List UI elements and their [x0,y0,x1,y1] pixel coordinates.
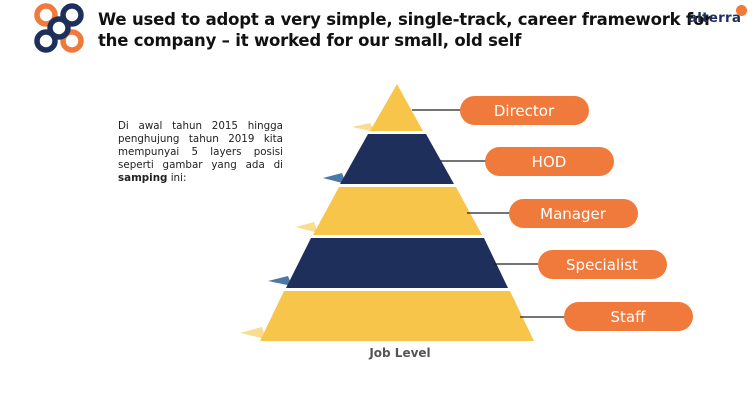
page-title: We used to adopt a very simple, single-t… [98,9,713,51]
description-text: Di awal tahun 2015 hingga penghujung tah… [118,120,283,185]
connector-lines [412,109,566,318]
pyramid-layers [260,84,534,341]
level-pill-staff [564,302,693,331]
level-pill-specialist [538,250,667,279]
title-line-1: We used to adopt a very simple, single-t… [98,10,713,29]
level-pill-director [460,96,589,125]
pyramid-layer-staff [260,291,534,341]
alterra-logo-icon [34,3,84,53]
brand-dot-icon [736,5,747,16]
note-text-end: ini: [167,172,187,184]
pyramid-layer-manager [313,187,482,235]
pyramid-layer-director [370,84,423,131]
level-pills: Director HOD Manager Specialist Staff [460,96,693,331]
pyramid-layer-hod [340,134,454,184]
pyramid-caption: Job Level [369,346,431,360]
pyramid-layer-specialist [286,238,508,288]
level-pill-hod [485,147,614,176]
level-label-director: Director [494,102,555,120]
level-label-specialist: Specialist [566,256,638,274]
note-bold: samping [118,172,168,184]
level-label-hod: HOD [532,153,567,171]
level-pill-manager [509,199,638,228]
pyramid-shadows [240,123,375,339]
brand-name: alterra [688,10,742,26]
note-text: Di awal tahun 2015 hingga penghujung tah… [118,120,283,171]
title-line-2: the company – it worked for our small, o… [98,31,522,50]
level-label-manager: Manager [540,205,607,223]
level-label-staff: Staff [611,308,647,326]
